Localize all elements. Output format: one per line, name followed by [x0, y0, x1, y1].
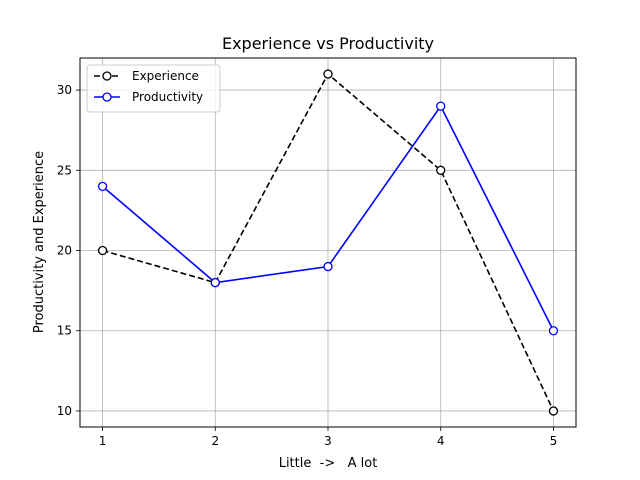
legend-box: [86, 64, 221, 113]
x-tick-label: 3: [324, 434, 332, 448]
y-axis-label: Productivity and Experience: [32, 151, 47, 333]
data-point-productivity: [436, 101, 446, 111]
data-point-productivity: [210, 277, 220, 288]
y-tick-label: 25: [57, 163, 72, 177]
legend-marker-experience: [102, 71, 112, 81]
y-tick-label: 10: [57, 404, 72, 418]
data-point-experience: [436, 165, 446, 175]
legend-label-experience: Experience: [132, 69, 199, 83]
x-tick-label: 4: [437, 434, 445, 448]
x-tick-label: 2: [211, 434, 219, 448]
data-point-experience: [548, 406, 559, 416]
grid-lines: [80, 58, 576, 427]
series-markers: [97, 69, 559, 416]
data-point-productivity: [548, 326, 559, 336]
y-axis-ticks: 10 15 20 25 30: [57, 83, 80, 418]
legend-label-productivity: Productivity: [132, 90, 203, 104]
data-point-experience: [323, 69, 333, 79]
legend: Experience Productivity: [86, 64, 221, 113]
legend-marker-productivity: [102, 92, 112, 102]
chart-title: Experience vs Productivity: [222, 34, 434, 53]
x-axis-label: Little -> A lot: [279, 456, 378, 471]
y-tick-label: 20: [57, 244, 72, 258]
data-point-experience: [97, 245, 108, 256]
x-tick-label: 1: [99, 434, 107, 448]
x-axis-ticks: 1 2 3 4 5: [99, 427, 558, 448]
y-tick-label: 30: [57, 83, 72, 97]
data-point-productivity: [97, 181, 108, 191]
data-point-productivity: [323, 261, 333, 272]
y-tick-label: 15: [57, 324, 72, 338]
x-tick-label: 5: [550, 434, 558, 448]
